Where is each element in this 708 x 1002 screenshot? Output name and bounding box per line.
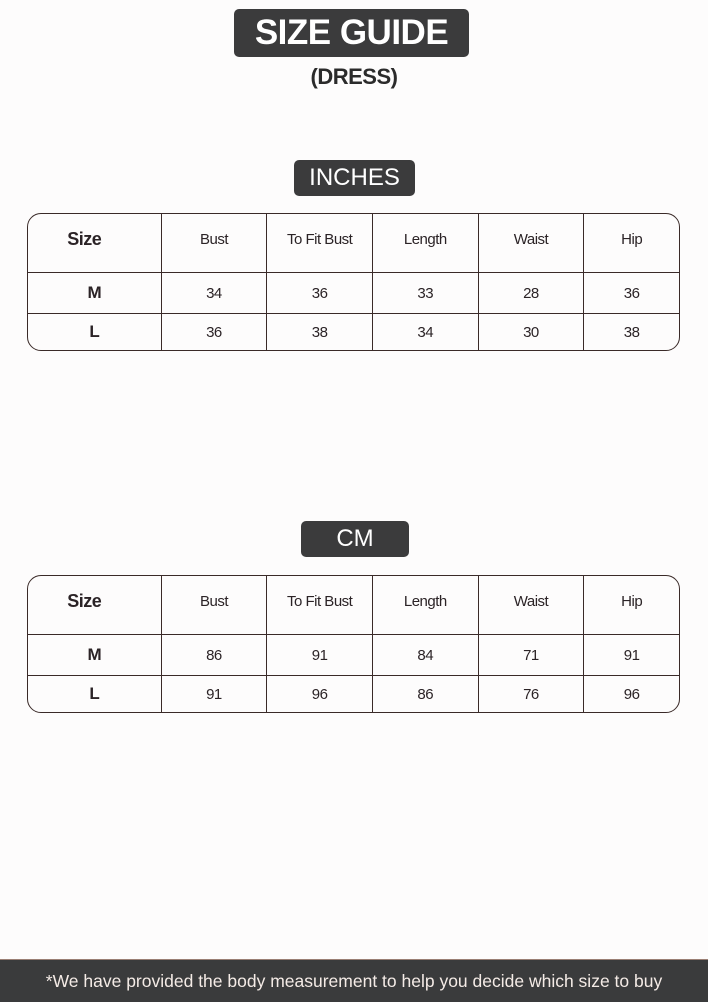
table-cell: 76 [477,676,584,712]
table-cell: 30 [477,314,584,350]
cm-unit-label: CM [301,521,409,557]
table-header-row: Size Bust To Fit Bust Length Waist Hip [28,576,679,634]
table-cell: 36 [583,273,679,313]
table-cell: 91 [160,676,267,712]
table-cell: L [89,684,100,703]
table-cell: 38 [583,314,679,350]
column-header: Waist [477,214,584,272]
column-header: Hip [583,576,679,634]
table-cell: 34 [160,273,267,313]
table-cell: 86 [160,635,267,675]
table-row: M 34 36 33 28 36 [28,272,679,313]
table-cell: M [87,283,102,302]
table-cell: 86 [371,676,478,712]
cm-size-table: Size Bust To Fit Bust Length Waist Hip M 86 91 84… [27,575,680,713]
column-header: Size [67,228,102,249]
table-row: L 91 96 86 76 96 [28,675,679,712]
table-row: M 86 91 84 71 91 [28,634,679,675]
inches-size-table: Size Bust To Fit Bust Length Waist Hip M 34 36 33… [27,213,680,351]
table-cell: 91 [266,635,372,675]
table-cell: M [87,645,102,664]
table-cell: 36 [160,314,267,350]
table-cell: 33 [371,273,478,313]
table-cell: 91 [583,635,679,675]
table-cell: 38 [266,314,372,350]
inches-unit-label: INCHES [294,160,415,196]
column-header: Waist [477,576,584,634]
page-subtitle: (DRESS) [310,64,398,89]
column-header: Length [371,576,478,634]
table-cell: 34 [371,314,478,350]
column-header: Size [67,590,102,611]
table-cell: 71 [477,635,584,675]
column-header: Hip [583,214,679,272]
table-header-row: Size Bust To Fit Bust Length Waist Hip [28,214,679,272]
table-cell: 96 [583,676,679,712]
column-header: Bust [160,576,267,634]
table-cell: 28 [477,273,584,313]
column-header: To Fit Bust [266,214,372,272]
table-cell: 96 [266,676,372,712]
page-title: SIZE GUIDE [234,9,469,57]
column-header: To Fit Bust [266,576,372,634]
table-row: L 36 38 34 30 38 [28,313,679,350]
column-header: Bust [160,214,267,272]
column-header: Length [371,214,478,272]
table-cell: 84 [371,635,478,675]
table-cell: 36 [266,273,372,313]
table-cell: L [89,322,100,341]
footer-note: *We have provided the body measurement t… [0,959,708,1002]
